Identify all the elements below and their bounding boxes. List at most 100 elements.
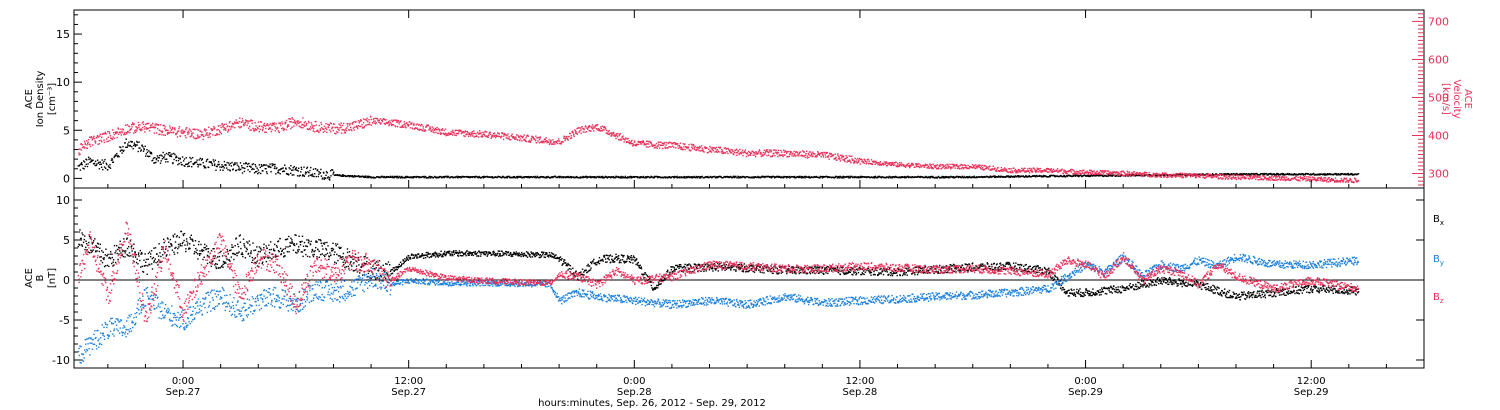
data-point-velocity — [757, 152, 759, 154]
data-point-ion-density — [211, 164, 214, 166]
data-point-velocity — [938, 168, 940, 170]
data-point-velocity — [645, 143, 647, 146]
data-point-ion-density — [942, 177, 945, 179]
data-point-velocity — [167, 129, 169, 132]
data-point-ion-density — [329, 179, 331, 181]
data-point-ion-density — [1353, 173, 1355, 175]
data-point-velocity — [133, 132, 135, 134]
data-point-ion-density — [181, 156, 184, 158]
data-point-ion-density — [482, 177, 485, 179]
data-point-velocity — [601, 125, 604, 127]
data-point-ion-density — [516, 176, 518, 178]
data-point-velocity — [1271, 175, 1273, 177]
data-point-ion-density — [651, 176, 653, 178]
data-point-ion-density — [380, 175, 382, 178]
data-point-ion-density — [360, 176, 363, 178]
data-point-ion-density — [1029, 175, 1031, 178]
data-point-velocity — [613, 131, 615, 134]
data-point-velocity — [847, 159, 849, 162]
data-point-velocity — [579, 130, 581, 132]
data-point-velocity — [496, 135, 498, 137]
data-point-velocity — [92, 137, 95, 139]
data-point-ion-density — [1017, 176, 1020, 178]
data-point-velocity — [1247, 177, 1250, 180]
data-point-ion-density — [311, 173, 314, 175]
data-point-velocity — [432, 127, 435, 129]
data-point-velocity — [1154, 176, 1156, 178]
data-point-velocity — [301, 123, 303, 126]
data-point-velocity — [744, 151, 746, 153]
data-point-velocity — [650, 142, 653, 145]
data-point-ion-density — [261, 165, 263, 167]
data-point-velocity — [189, 135, 191, 138]
data-point-ion-density — [199, 163, 201, 165]
data-point-ion-density — [1002, 175, 1004, 178]
data-point-velocity — [501, 135, 503, 137]
data-point-velocity — [397, 119, 399, 122]
data-point-velocity — [493, 134, 495, 137]
data-point-velocity — [817, 151, 819, 153]
data-point-velocity — [1269, 176, 1271, 178]
data-point-ion-density — [1082, 174, 1084, 177]
density-axis-label-line3: [cm⁻³] — [47, 83, 58, 115]
data-point-velocity — [1196, 174, 1198, 176]
data-point-ion-density — [601, 176, 603, 179]
data-point-velocity — [1110, 171, 1112, 174]
data-point-ion-density — [127, 143, 129, 145]
data-point-velocity — [257, 121, 260, 123]
data-point-ion-density — [200, 163, 202, 166]
data-point-ion-density — [123, 149, 125, 152]
data-point-velocity — [216, 132, 218, 135]
data-point-velocity — [176, 131, 179, 133]
data-point-ion-density — [803, 175, 806, 178]
data-point-velocity — [124, 124, 127, 126]
data-point-velocity — [1229, 175, 1231, 177]
data-point-ion-density — [1091, 175, 1094, 177]
data-point-velocity — [296, 120, 298, 122]
data-point-ion-density — [925, 176, 928, 178]
data-point-velocity — [703, 151, 705, 153]
data-point-velocity — [403, 123, 405, 126]
data-point-ion-density — [507, 175, 509, 178]
data-point-velocity — [196, 134, 199, 136]
data-point-velocity — [766, 154, 768, 157]
data-point-velocity — [366, 124, 369, 126]
data-point-velocity — [657, 141, 659, 143]
data-point-velocity — [1241, 175, 1244, 177]
data-point-velocity — [1073, 172, 1076, 174]
data-point-velocity — [717, 146, 720, 148]
data-point-velocity — [596, 124, 598, 127]
data-point-velocity — [351, 123, 354, 125]
data-point-velocity — [842, 156, 845, 158]
data-point-velocity — [199, 130, 202, 132]
data-point-ion-density — [955, 175, 958, 178]
data-point-velocity — [1153, 174, 1156, 176]
data-point-velocity — [169, 131, 171, 133]
data-point-velocity — [177, 130, 180, 132]
data-point-ion-density — [1256, 173, 1258, 175]
data-point-velocity — [319, 129, 321, 132]
data-point-velocity — [448, 133, 450, 135]
data-point-velocity — [1128, 172, 1131, 174]
data-point-velocity — [276, 128, 278, 130]
data-point-velocity — [194, 128, 196, 131]
data-point-velocity — [410, 123, 412, 125]
data-point-velocity — [353, 126, 356, 128]
data-point-velocity — [1304, 178, 1306, 180]
data-point-velocity — [832, 154, 835, 156]
data-point-ion-density — [243, 170, 246, 173]
data-point-velocity — [949, 166, 952, 168]
data-point-velocity — [733, 153, 735, 156]
data-point-velocity — [1202, 175, 1205, 177]
data-point-ion-density — [1347, 172, 1349, 175]
data-point-ion-density — [436, 177, 439, 179]
data-point-ion-density — [304, 171, 307, 173]
data-point-velocity — [1079, 170, 1081, 172]
data-point-ion-density — [1335, 173, 1338, 175]
data-point-ion-density — [990, 176, 992, 179]
data-point-velocity — [1166, 176, 1168, 179]
data-point-velocity — [564, 139, 566, 142]
data-point-velocity — [253, 130, 255, 132]
data-point-velocity — [910, 164, 913, 166]
data-point-velocity — [420, 129, 422, 131]
